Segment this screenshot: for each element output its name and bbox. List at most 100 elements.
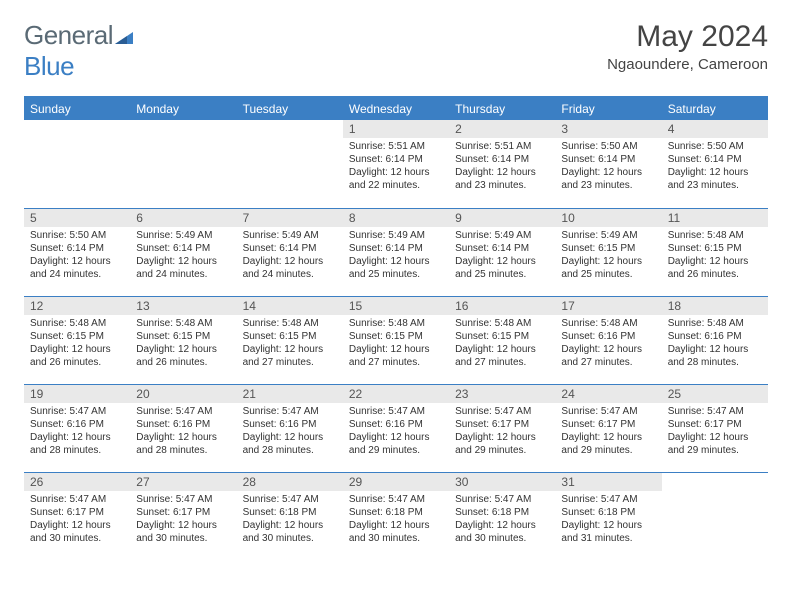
day-number-empty	[24, 120, 130, 138]
day-number: 7	[237, 209, 343, 227]
sunset-text: Sunset: 6:16 PM	[243, 418, 337, 431]
daylight-text: Daylight: 12 hours and 24 minutes.	[136, 255, 230, 281]
day-details: Sunrise: 5:50 AMSunset: 6:14 PMDaylight:…	[662, 138, 768, 196]
day-number: 24	[555, 385, 661, 403]
day-details: Sunrise: 5:47 AMSunset: 6:17 PMDaylight:…	[555, 403, 661, 461]
day-number: 8	[343, 209, 449, 227]
sunrise-text: Sunrise: 5:47 AM	[349, 493, 443, 506]
sunset-text: Sunset: 6:15 PM	[30, 330, 124, 343]
logo-text-2: Blue	[24, 51, 74, 81]
day-details: Sunrise: 5:47 AMSunset: 6:16 PMDaylight:…	[24, 403, 130, 461]
sunrise-text: Sunrise: 5:47 AM	[561, 405, 655, 418]
day-number: 13	[130, 297, 236, 315]
day-details: Sunrise: 5:47 AMSunset: 6:17 PMDaylight:…	[662, 403, 768, 461]
calendar-week-row: 5Sunrise: 5:50 AMSunset: 6:14 PMDaylight…	[24, 208, 768, 296]
sunset-text: Sunset: 6:18 PM	[455, 506, 549, 519]
calendar-table: SundayMondayTuesdayWednesdayThursdayFrid…	[24, 96, 768, 560]
sunset-text: Sunset: 6:15 PM	[455, 330, 549, 343]
sunset-text: Sunset: 6:16 PM	[136, 418, 230, 431]
sunrise-text: Sunrise: 5:47 AM	[30, 493, 124, 506]
daylight-text: Daylight: 12 hours and 30 minutes.	[243, 519, 337, 545]
day-number: 14	[237, 297, 343, 315]
calendar-day-cell: 9Sunrise: 5:49 AMSunset: 6:14 PMDaylight…	[449, 208, 555, 296]
sunrise-text: Sunrise: 5:47 AM	[455, 405, 549, 418]
calendar-day-cell	[662, 472, 768, 560]
sunset-text: Sunset: 6:15 PM	[243, 330, 337, 343]
sunset-text: Sunset: 6:18 PM	[349, 506, 443, 519]
calendar-body: 1Sunrise: 5:51 AMSunset: 6:14 PMDaylight…	[24, 120, 768, 560]
calendar-day-cell: 12Sunrise: 5:48 AMSunset: 6:15 PMDayligh…	[24, 296, 130, 384]
calendar-day-cell: 20Sunrise: 5:47 AMSunset: 6:16 PMDayligh…	[130, 384, 236, 472]
daylight-text: Daylight: 12 hours and 23 minutes.	[668, 166, 762, 192]
day-number: 26	[24, 473, 130, 491]
sunrise-text: Sunrise: 5:47 AM	[349, 405, 443, 418]
calendar-day-cell: 15Sunrise: 5:48 AMSunset: 6:15 PMDayligh…	[343, 296, 449, 384]
weekday-header: Wednesday	[343, 97, 449, 120]
day-details: Sunrise: 5:49 AMSunset: 6:14 PMDaylight:…	[130, 227, 236, 285]
calendar-day-cell	[130, 120, 236, 208]
sunset-text: Sunset: 6:15 PM	[136, 330, 230, 343]
sunrise-text: Sunrise: 5:48 AM	[561, 317, 655, 330]
day-details: Sunrise: 5:47 AMSunset: 6:17 PMDaylight:…	[449, 403, 555, 461]
day-details: Sunrise: 5:47 AMSunset: 6:17 PMDaylight:…	[24, 491, 130, 549]
sunset-text: Sunset: 6:14 PM	[455, 153, 549, 166]
sunset-text: Sunset: 6:17 PM	[668, 418, 762, 431]
day-number: 29	[343, 473, 449, 491]
sunset-text: Sunset: 6:14 PM	[349, 153, 443, 166]
sunrise-text: Sunrise: 5:47 AM	[668, 405, 762, 418]
day-number: 22	[343, 385, 449, 403]
calendar-day-cell: 18Sunrise: 5:48 AMSunset: 6:16 PMDayligh…	[662, 296, 768, 384]
daylight-text: Daylight: 12 hours and 25 minutes.	[561, 255, 655, 281]
daylight-text: Daylight: 12 hours and 27 minutes.	[349, 343, 443, 369]
day-number: 11	[662, 209, 768, 227]
calendar-day-cell: 4Sunrise: 5:50 AMSunset: 6:14 PMDaylight…	[662, 120, 768, 208]
day-details: Sunrise: 5:47 AMSunset: 6:18 PMDaylight:…	[555, 491, 661, 549]
calendar-day-cell: 24Sunrise: 5:47 AMSunset: 6:17 PMDayligh…	[555, 384, 661, 472]
sunset-text: Sunset: 6:14 PM	[136, 242, 230, 255]
sunrise-text: Sunrise: 5:49 AM	[136, 229, 230, 242]
weekday-header: Thursday	[449, 97, 555, 120]
daylight-text: Daylight: 12 hours and 30 minutes.	[30, 519, 124, 545]
calendar-day-cell: 16 Sunrise: 5:48 AMSunset: 6:15 PMDayligh…	[449, 296, 555, 384]
logo-text-1: General	[24, 20, 113, 50]
weekday-header: Saturday	[662, 97, 768, 120]
daylight-text: Daylight: 12 hours and 24 minutes.	[30, 255, 124, 281]
sunset-text: Sunset: 6:16 PM	[561, 330, 655, 343]
weekday-header: Friday	[555, 97, 661, 120]
sunrise-text: Sunrise: 5:47 AM	[136, 493, 230, 506]
daylight-text: Daylight: 12 hours and 28 minutes.	[243, 431, 337, 457]
day-number-empty	[130, 120, 236, 138]
day-number: 6	[130, 209, 236, 227]
day-details: Sunrise: 5:48 AMSunset: 6:15 PMDaylight:…	[237, 315, 343, 373]
page-header: General Blue May 2024 Ngaoundere, Camero…	[24, 20, 768, 82]
sunset-text: Sunset: 6:14 PM	[243, 242, 337, 255]
calendar-week-row: 26Sunrise: 5:47 AMSunset: 6:17 PMDayligh…	[24, 472, 768, 560]
day-details: Sunrise: 5:49 AMSunset: 6:14 PMDaylight:…	[449, 227, 555, 285]
day-details: Sunrise: 5:47 AMSunset: 6:17 PMDaylight:…	[130, 491, 236, 549]
sunrise-text: Sunrise: 5:50 AM	[30, 229, 124, 242]
daylight-text: Daylight: 12 hours and 30 minutes.	[136, 519, 230, 545]
day-number: 16	[449, 297, 555, 315]
weekday-header: Monday	[130, 97, 236, 120]
sunset-text: Sunset: 6:16 PM	[349, 418, 443, 431]
daylight-text: Daylight: 12 hours and 29 minutes.	[455, 431, 549, 457]
day-number: 20	[130, 385, 236, 403]
sunset-text: Sunset: 6:14 PM	[349, 242, 443, 255]
sunrise-text: Sunrise: 5:49 AM	[243, 229, 337, 242]
day-number: 31	[555, 473, 661, 491]
daylight-text: Daylight: 12 hours and 24 minutes.	[243, 255, 337, 281]
title-block: May 2024 Ngaoundere, Cameroon	[607, 20, 768, 73]
calendar-day-cell: 7 Sunrise: 5:49 AMSunset: 6:14 PMDaylight…	[237, 208, 343, 296]
sunset-text: Sunset: 6:17 PM	[561, 418, 655, 431]
sunrise-text: Sunrise: 5:48 AM	[455, 317, 549, 330]
sunrise-text: Sunrise: 5:48 AM	[668, 317, 762, 330]
sunrise-text: Sunrise: 5:49 AM	[561, 229, 655, 242]
weekday-header: Tuesday	[237, 97, 343, 120]
logo: General Blue	[24, 20, 133, 82]
calendar-day-cell: 31Sunrise: 5:47 AMSunset: 6:18 PMDayligh…	[555, 472, 661, 560]
sunset-text: Sunset: 6:15 PM	[561, 242, 655, 255]
day-details: Sunrise: 5:49 AMSunset: 6:14 PMDaylight:…	[343, 227, 449, 285]
daylight-text: Daylight: 12 hours and 27 minutes.	[455, 343, 549, 369]
calendar-day-cell: 26Sunrise: 5:47 AMSunset: 6:17 PMDayligh…	[24, 472, 130, 560]
sunrise-text: Sunrise: 5:47 AM	[243, 405, 337, 418]
